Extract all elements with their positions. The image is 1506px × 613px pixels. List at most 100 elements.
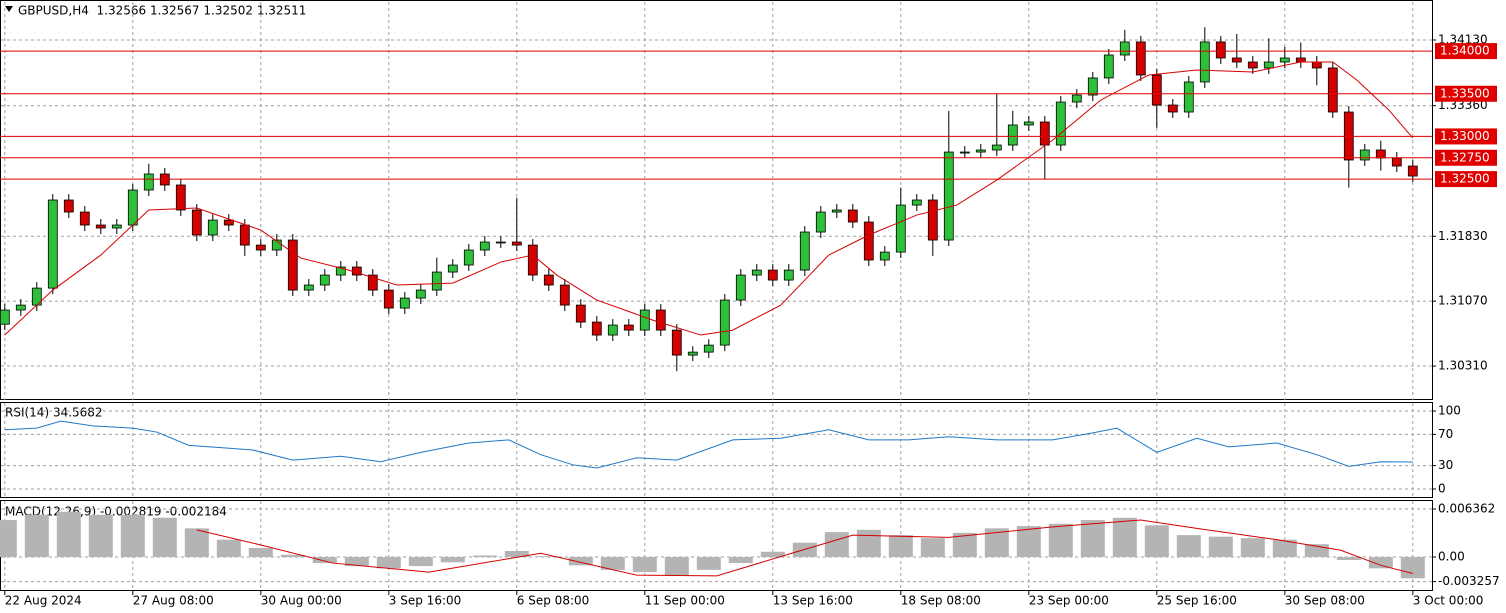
candle-body bbox=[767, 269, 778, 281]
menu-arrow[interactable] bbox=[5, 6, 13, 12]
candle-body bbox=[671, 329, 682, 356]
candle-body bbox=[719, 299, 730, 346]
candle-body bbox=[927, 199, 938, 241]
candle-body bbox=[991, 144, 1002, 151]
candle-body bbox=[1167, 104, 1178, 113]
macd-bar bbox=[216, 539, 241, 558]
candle-body bbox=[479, 241, 490, 251]
candle-body bbox=[271, 239, 282, 251]
x-tick-label: 6 Sep 08:00 bbox=[517, 594, 589, 608]
macd-bar bbox=[632, 557, 657, 573]
candle-body bbox=[447, 264, 458, 273]
candle-body bbox=[1135, 41, 1146, 76]
candle-body bbox=[575, 304, 586, 323]
candle-body bbox=[831, 209, 842, 213]
chart-title: GBPUSD,H4 1.32566 1.32567 1.32502 1.3251… bbox=[18, 4, 306, 18]
candle-body bbox=[879, 251, 890, 261]
candle-body bbox=[1375, 149, 1386, 159]
y-tick-label: 1.34130 bbox=[1438, 32, 1488, 46]
macd-bar bbox=[1016, 526, 1041, 558]
candle-body bbox=[1039, 121, 1050, 146]
candle-body bbox=[255, 244, 266, 251]
macd-bar bbox=[56, 511, 81, 558]
candle-body bbox=[1279, 57, 1290, 63]
candle-body bbox=[383, 289, 394, 309]
candle-body bbox=[175, 184, 186, 211]
candle-body bbox=[943, 151, 954, 241]
moving-average bbox=[4, 61, 1414, 336]
level-tag bbox=[1435, 43, 1497, 60]
level-label: 1.32750 bbox=[1440, 150, 1490, 164]
candle-body bbox=[959, 151, 970, 154]
level-label: 1.33000 bbox=[1440, 129, 1490, 143]
macd-bar bbox=[536, 556, 561, 558]
macd-bar bbox=[760, 551, 785, 558]
macd-bar bbox=[1048, 523, 1073, 558]
x-tick-label: 27 Aug 08:00 bbox=[133, 594, 214, 608]
candle-body bbox=[543, 274, 554, 286]
macd-bar bbox=[312, 557, 337, 564]
candle-body bbox=[783, 269, 794, 281]
candle-body bbox=[911, 199, 922, 206]
macd-bar bbox=[120, 514, 145, 558]
x-tick-label: 25 Sep 16:00 bbox=[1157, 594, 1237, 608]
candle-body bbox=[511, 241, 522, 246]
candle-body bbox=[1247, 61, 1258, 69]
macd-bar bbox=[184, 528, 209, 558]
x-tick-label: 30 Aug 00:00 bbox=[261, 594, 342, 608]
candle-body bbox=[239, 224, 250, 246]
y-tick-label: -0.003257 bbox=[1438, 574, 1500, 588]
macd-bar bbox=[1080, 520, 1105, 558]
candle-body bbox=[1215, 41, 1226, 59]
candle-body bbox=[1023, 121, 1034, 126]
candle-body bbox=[111, 224, 122, 229]
candle-body bbox=[463, 249, 474, 266]
candle-body bbox=[15, 304, 26, 311]
level-tag bbox=[1435, 85, 1497, 102]
candle-body bbox=[607, 324, 618, 336]
macd-bar bbox=[1144, 525, 1169, 558]
macd-bar bbox=[0, 520, 17, 558]
signal-line bbox=[196, 519, 1413, 577]
candle-body bbox=[1327, 67, 1338, 113]
x-tick-label: 13 Sep 16:00 bbox=[773, 594, 853, 608]
candle-body bbox=[815, 211, 826, 233]
macd-bar bbox=[440, 557, 465, 563]
y-tick-label: 1.30310 bbox=[1438, 359, 1488, 373]
macd-bar bbox=[600, 557, 625, 570]
candle-body bbox=[1183, 81, 1194, 113]
candle-body bbox=[1055, 101, 1066, 146]
rsi-panel bbox=[0, 402, 1433, 498]
candle-body bbox=[655, 309, 666, 331]
macd-bar bbox=[376, 557, 401, 569]
candle-body bbox=[687, 351, 698, 356]
candle-body bbox=[335, 266, 346, 276]
macd-bar bbox=[1208, 536, 1233, 558]
y-tick-label: 0 bbox=[1438, 482, 1446, 496]
y-tick-label: 0.00 bbox=[1438, 550, 1465, 564]
candle-body bbox=[1071, 94, 1082, 103]
candle-body bbox=[191, 209, 202, 236]
y-tick-label: 70 bbox=[1438, 427, 1453, 441]
candle-body bbox=[623, 324, 634, 331]
candle-body bbox=[431, 271, 442, 291]
level-label: 1.34000 bbox=[1440, 44, 1490, 58]
level-tag bbox=[1435, 128, 1497, 145]
x-tick-label: 23 Sep 00:00 bbox=[1029, 594, 1109, 608]
candle-body bbox=[863, 221, 874, 261]
macd-bar bbox=[344, 557, 369, 567]
macd-bar bbox=[1240, 538, 1265, 558]
candle-body bbox=[975, 149, 986, 153]
candle-body bbox=[1151, 74, 1162, 106]
candle-body bbox=[367, 274, 378, 291]
macd-bar bbox=[472, 555, 497, 558]
candle-body bbox=[751, 269, 762, 276]
level-tag bbox=[1435, 171, 1497, 188]
x-tick-label: 18 Sep 08:00 bbox=[901, 594, 981, 608]
candle-body bbox=[1231, 57, 1242, 63]
candle-body bbox=[47, 199, 58, 289]
candle-body bbox=[895, 204, 906, 253]
rsi-title: RSI(14) 34.5682 bbox=[5, 406, 103, 420]
candle-body bbox=[639, 309, 650, 331]
candle-body bbox=[143, 173, 154, 191]
